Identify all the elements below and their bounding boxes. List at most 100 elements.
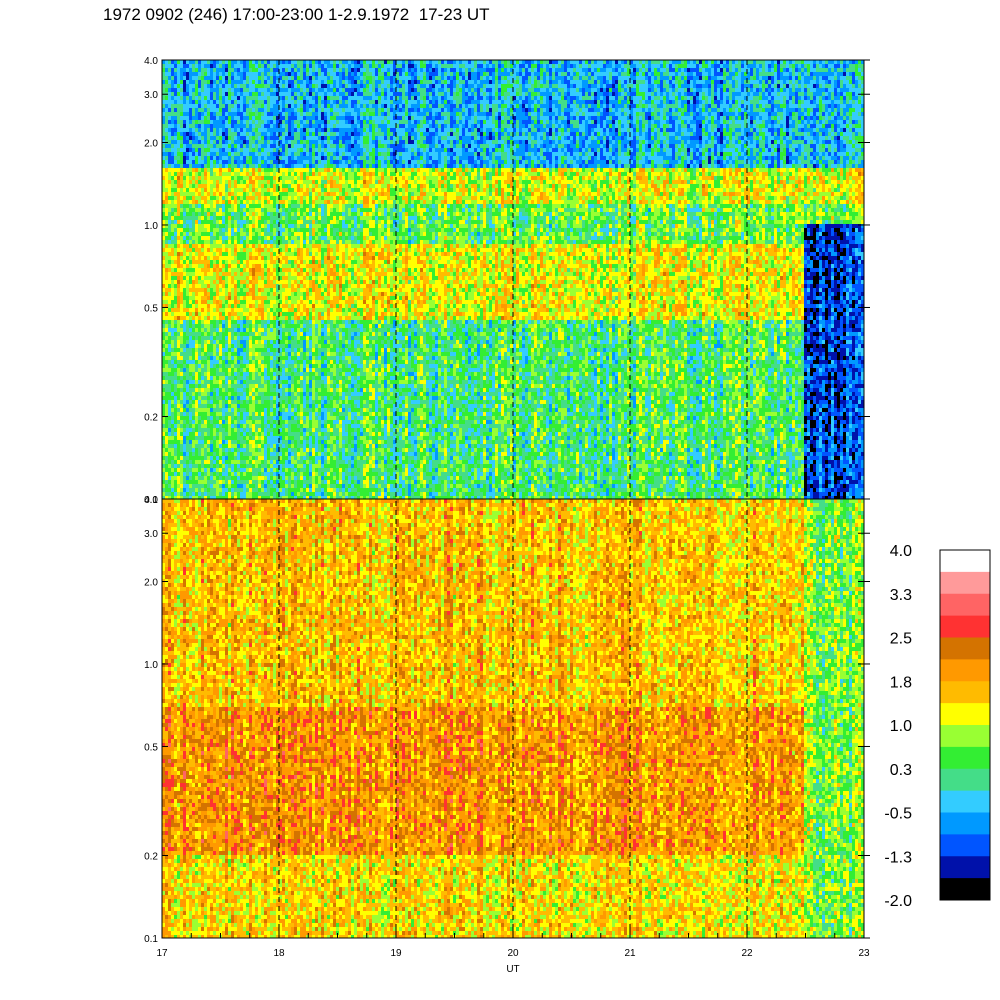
heatmap-cell [294, 76, 297, 80]
heatmap-cell [237, 432, 240, 436]
heatmap-cell [162, 488, 165, 492]
heatmap-cell [210, 200, 213, 204]
heatmap-cell [261, 236, 264, 240]
heatmap-cell [246, 112, 249, 116]
heatmap-cell [171, 128, 174, 132]
heatmap-cell [285, 292, 288, 296]
heatmap-cell [210, 160, 213, 164]
heatmap-cell [204, 356, 207, 360]
heatmap-cell [168, 128, 171, 132]
heatmap-cell [210, 360, 213, 364]
heatmap-cell [210, 104, 213, 108]
heatmap-cell [240, 320, 243, 324]
heatmap-cell [297, 172, 300, 176]
heatmap-cell [204, 80, 207, 84]
heatmap-cell [222, 268, 225, 272]
heatmap-cell [282, 380, 285, 384]
heatmap-cell [240, 180, 243, 184]
heatmap-cell [279, 124, 282, 128]
heatmap-cell [168, 148, 171, 152]
heatmap-cell [195, 228, 198, 232]
heatmap-cell [222, 236, 225, 240]
heatmap-cell [225, 144, 228, 148]
heatmap-cell [270, 156, 273, 160]
heatmap-cell [192, 288, 195, 292]
heatmap-cell [216, 264, 219, 268]
heatmap-cell [162, 292, 165, 296]
heatmap-cell [243, 88, 246, 92]
heatmap-cell [192, 200, 195, 204]
heatmap-cell [174, 176, 177, 180]
heatmap-cell [282, 476, 285, 480]
heatmap-cell [228, 384, 231, 388]
heatmap-cell [240, 280, 243, 284]
heatmap-cell [192, 60, 195, 64]
heatmap-cell [264, 68, 267, 72]
heatmap-cell [204, 104, 207, 108]
heatmap-cell [207, 496, 210, 499]
heatmap-cell [174, 288, 177, 292]
heatmap-cell [258, 492, 261, 496]
heatmap-cell [237, 388, 240, 392]
heatmap-cell [228, 76, 231, 80]
heatmap-cell [246, 64, 249, 68]
heatmap-cell [216, 480, 219, 484]
heatmap-cell [201, 280, 204, 284]
heatmap-cell [198, 148, 201, 152]
heatmap-cell [165, 472, 168, 476]
heatmap-cell [180, 356, 183, 360]
heatmap-cell [213, 488, 216, 492]
heatmap-cell [255, 400, 258, 404]
heatmap-cell [279, 444, 282, 448]
heatmap-cell [177, 72, 180, 76]
heatmap-cell [192, 356, 195, 360]
heatmap-cell [168, 300, 171, 304]
heatmap-cell [231, 492, 234, 496]
heatmap-cell [261, 280, 264, 284]
heatmap-cell [285, 376, 288, 380]
heatmap-cell [174, 300, 177, 304]
heatmap-cell [279, 216, 282, 220]
heatmap-cell [294, 452, 297, 456]
heatmap-cell [186, 272, 189, 276]
heatmap-cell [222, 432, 225, 436]
heatmap-cell [204, 412, 207, 416]
heatmap-cell [177, 496, 180, 499]
heatmap-cell [210, 404, 213, 408]
heatmap-cell [243, 164, 246, 168]
heatmap-cell [204, 436, 207, 440]
heatmap-cell [237, 172, 240, 176]
heatmap-cell [246, 296, 249, 300]
heatmap-cell [276, 412, 279, 416]
heatmap-cell [234, 340, 237, 344]
heatmap-cell [219, 468, 222, 472]
heatmap-cell [291, 328, 294, 332]
heatmap-cell [252, 108, 255, 112]
heatmap-cell [213, 480, 216, 484]
heatmap-cell [261, 92, 264, 96]
heatmap-cell [267, 476, 270, 480]
heatmap-cell [198, 356, 201, 360]
heatmap-cell [267, 428, 270, 432]
heatmap-cell [243, 200, 246, 204]
heatmap-cell [177, 68, 180, 72]
heatmap-cell [180, 400, 183, 404]
heatmap-cell [234, 400, 237, 404]
heatmap-cell [270, 412, 273, 416]
heatmap-cell [246, 424, 249, 428]
heatmap-cell [204, 204, 207, 208]
heatmap-cell [171, 240, 174, 244]
heatmap-cell [165, 80, 168, 84]
heatmap-cell [219, 372, 222, 376]
heatmap-cell [291, 156, 294, 160]
heatmap-cell [210, 336, 213, 340]
heatmap-cell [237, 276, 240, 280]
heatmap-cell [213, 288, 216, 292]
heatmap-cell [222, 296, 225, 300]
heatmap-cell [249, 276, 252, 280]
heatmap-cell [198, 472, 201, 476]
heatmap-cell [183, 372, 186, 376]
heatmap-cell [207, 472, 210, 476]
heatmap-cell [195, 320, 198, 324]
heatmap-cell [267, 112, 270, 116]
